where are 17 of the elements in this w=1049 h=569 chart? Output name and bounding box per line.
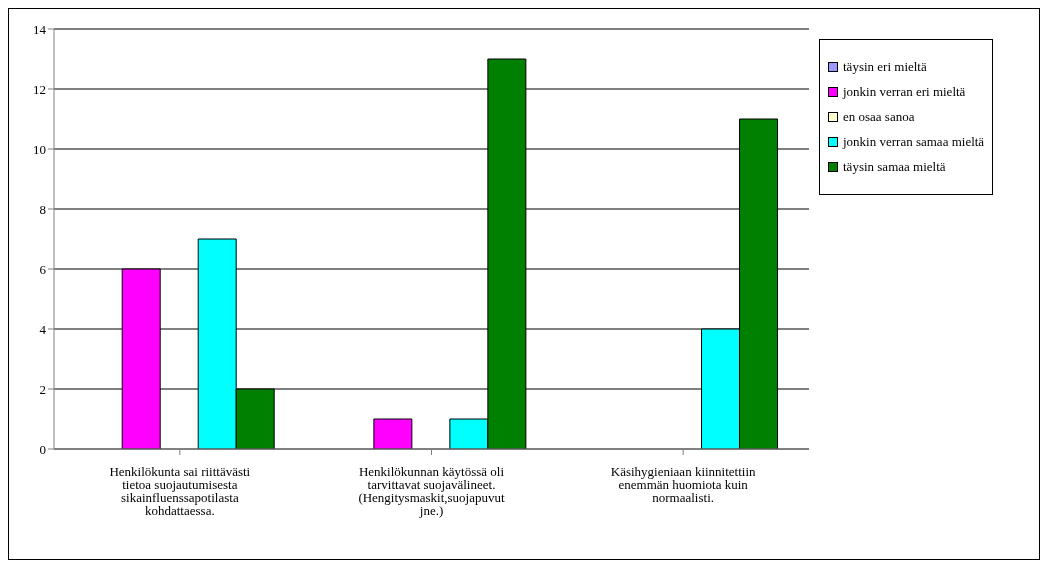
y-tick-label: 2 — [39, 381, 46, 397]
legend-label: täysin eri mieltä — [843, 59, 927, 75]
x-tick-label: Henkilökunnan käytössä oli tarvittavat suojavälineet. (Hengitysmaskit,suojapuvut jne.) — [358, 464, 505, 519]
bar — [373, 418, 413, 449]
x-tick-label: Henkilökunta sai riittävästi tietoa suojautumisesta sikainfluenssapotilasta kohdattaessa. — [109, 464, 251, 519]
y-tick-label: 10 — [33, 141, 46, 157]
legend-label: jonkin verran eri mieltä — [843, 84, 966, 100]
legend-label: täysin samaa mieltä — [843, 159, 946, 175]
legend-label: jonkin verran samaa mieltä — [843, 134, 985, 150]
y-tick-label: 12 — [33, 81, 46, 97]
y-tick-label: 14 — [33, 21, 47, 37]
legend-label: en osaa sanoa — [843, 109, 915, 125]
x-tick-label: Käsihygieniaan kiinnitettiin enemmän huomiota kuin normaalisti. — [610, 464, 757, 506]
y-tick-label: 6 — [39, 261, 47, 277]
y-tick-label: 4 — [39, 321, 47, 337]
y-tick-label: 0 — [39, 441, 46, 457]
y-tick-label: 8 — [39, 201, 46, 217]
